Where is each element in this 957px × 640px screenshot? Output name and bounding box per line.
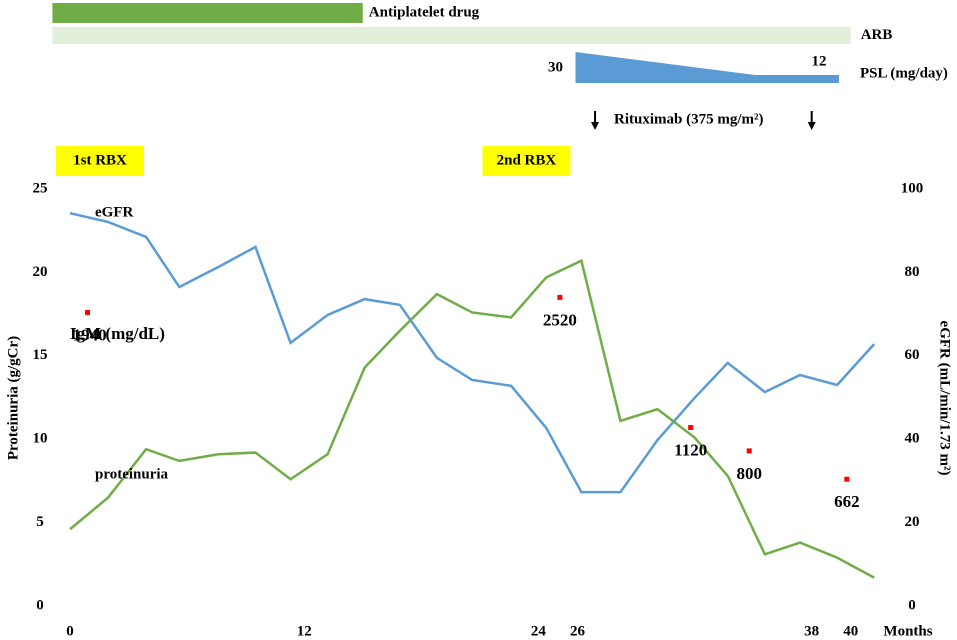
- series-line: [69, 211, 876, 494]
- y-tick-label: 10: [33, 431, 48, 447]
- x-tick-label: 26: [570, 623, 586, 639]
- y2-tick-label: 80: [905, 264, 920, 280]
- rituximab-label: Rituximab (375 mg/m²): [614, 111, 764, 127]
- rituximab-arrowhead: [807, 122, 816, 130]
- y-tick-label: 5: [36, 514, 44, 530]
- y2-tick-label: 20: [905, 514, 920, 530]
- psl-label: PSL (mg/day): [860, 65, 948, 81]
- y-tick-label: 25: [33, 180, 48, 196]
- y-tick-label: 20: [33, 264, 48, 280]
- psl-start-label: 30: [548, 59, 563, 75]
- psl-end-label: 12: [812, 53, 827, 69]
- treatment-bar: [52, 27, 851, 44]
- y2-tick-label: 0: [908, 597, 916, 613]
- igm-label: 1120: [674, 440, 707, 459]
- series-label: eGFR: [95, 204, 133, 220]
- x-axis-label: Months: [883, 623, 932, 639]
- biopsy-box: [56, 146, 144, 176]
- y-tick-label: 0: [36, 597, 44, 613]
- igm-point: [844, 476, 850, 482]
- igm-label: 662: [834, 492, 860, 511]
- igm-label: 1940: [73, 325, 107, 344]
- treatment-label: ARB: [861, 27, 893, 43]
- rituximab-arrowhead: [591, 122, 600, 130]
- x-tick-label: 0: [66, 623, 74, 639]
- y2-tick-label: 100: [901, 180, 924, 196]
- igm-point: [688, 425, 694, 431]
- x-tick-label: 24: [531, 623, 547, 639]
- biopsy-box: [482, 146, 571, 176]
- x-tick-label: 38: [804, 623, 819, 639]
- y2-tick-label: 60: [905, 347, 920, 363]
- treatment-label: Antiplatelet drug: [369, 4, 480, 20]
- x-tick-label: 12: [297, 623, 312, 639]
- igm-label: 800: [736, 464, 762, 483]
- igm-point: [85, 309, 91, 315]
- x-tick-label: 40: [843, 623, 858, 639]
- igm-name: IgM (mg/dL): [70, 324, 165, 343]
- psl-taper: [575, 52, 840, 83]
- series-label: proteinuria: [95, 466, 169, 482]
- treatment-bar: [52, 3, 363, 23]
- y2-axis-label: eGFR (mL/min/1.73 m²): [937, 321, 953, 476]
- igm-label: 2520: [543, 310, 577, 329]
- biopsy-label: 2nd RBX: [497, 152, 557, 168]
- biopsy-label: 1st RBX: [73, 152, 127, 168]
- y-axis-label: Proteinuria (g/gCr): [5, 336, 21, 460]
- igm-point: [746, 448, 752, 454]
- y-tick-label: 15: [33, 347, 48, 363]
- series-line: [69, 258, 875, 579]
- igm-point: [557, 294, 563, 300]
- y2-tick-label: 40: [905, 431, 920, 447]
